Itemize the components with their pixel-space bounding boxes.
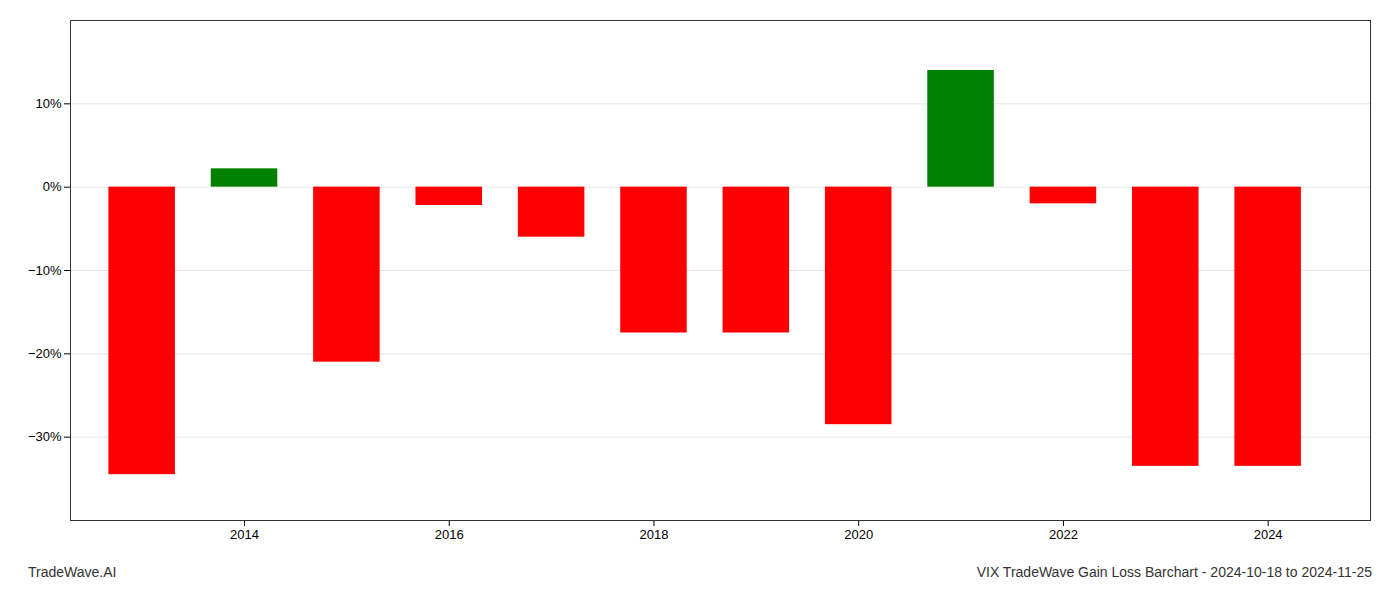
html-text:VIX TradeWave Gain Loss Barcha: VIX TradeWave Gain Loss Barchart - 2024-… [976, 564, 1372, 580]
svg-text:−20%: −20% [28, 346, 62, 361]
svg-text:2022: 2022 [1049, 527, 1078, 542]
svg-text:2014: 2014 [230, 527, 259, 542]
svg-text:−30%: −30% [28, 429, 62, 444]
html-text:TradeWave.AI: TradeWave.AI [28, 564, 117, 580]
svg-text:0%: 0% [43, 179, 62, 194]
svg-text:2018: 2018 [640, 527, 669, 542]
svg-text:10%: 10% [35, 96, 61, 111]
svg-text:2024: 2024 [1254, 527, 1283, 542]
svg-text:2016: 2016 [435, 527, 464, 542]
svg-text:2020: 2020 [844, 527, 873, 542]
svg-text:−10%: −10% [28, 263, 62, 278]
